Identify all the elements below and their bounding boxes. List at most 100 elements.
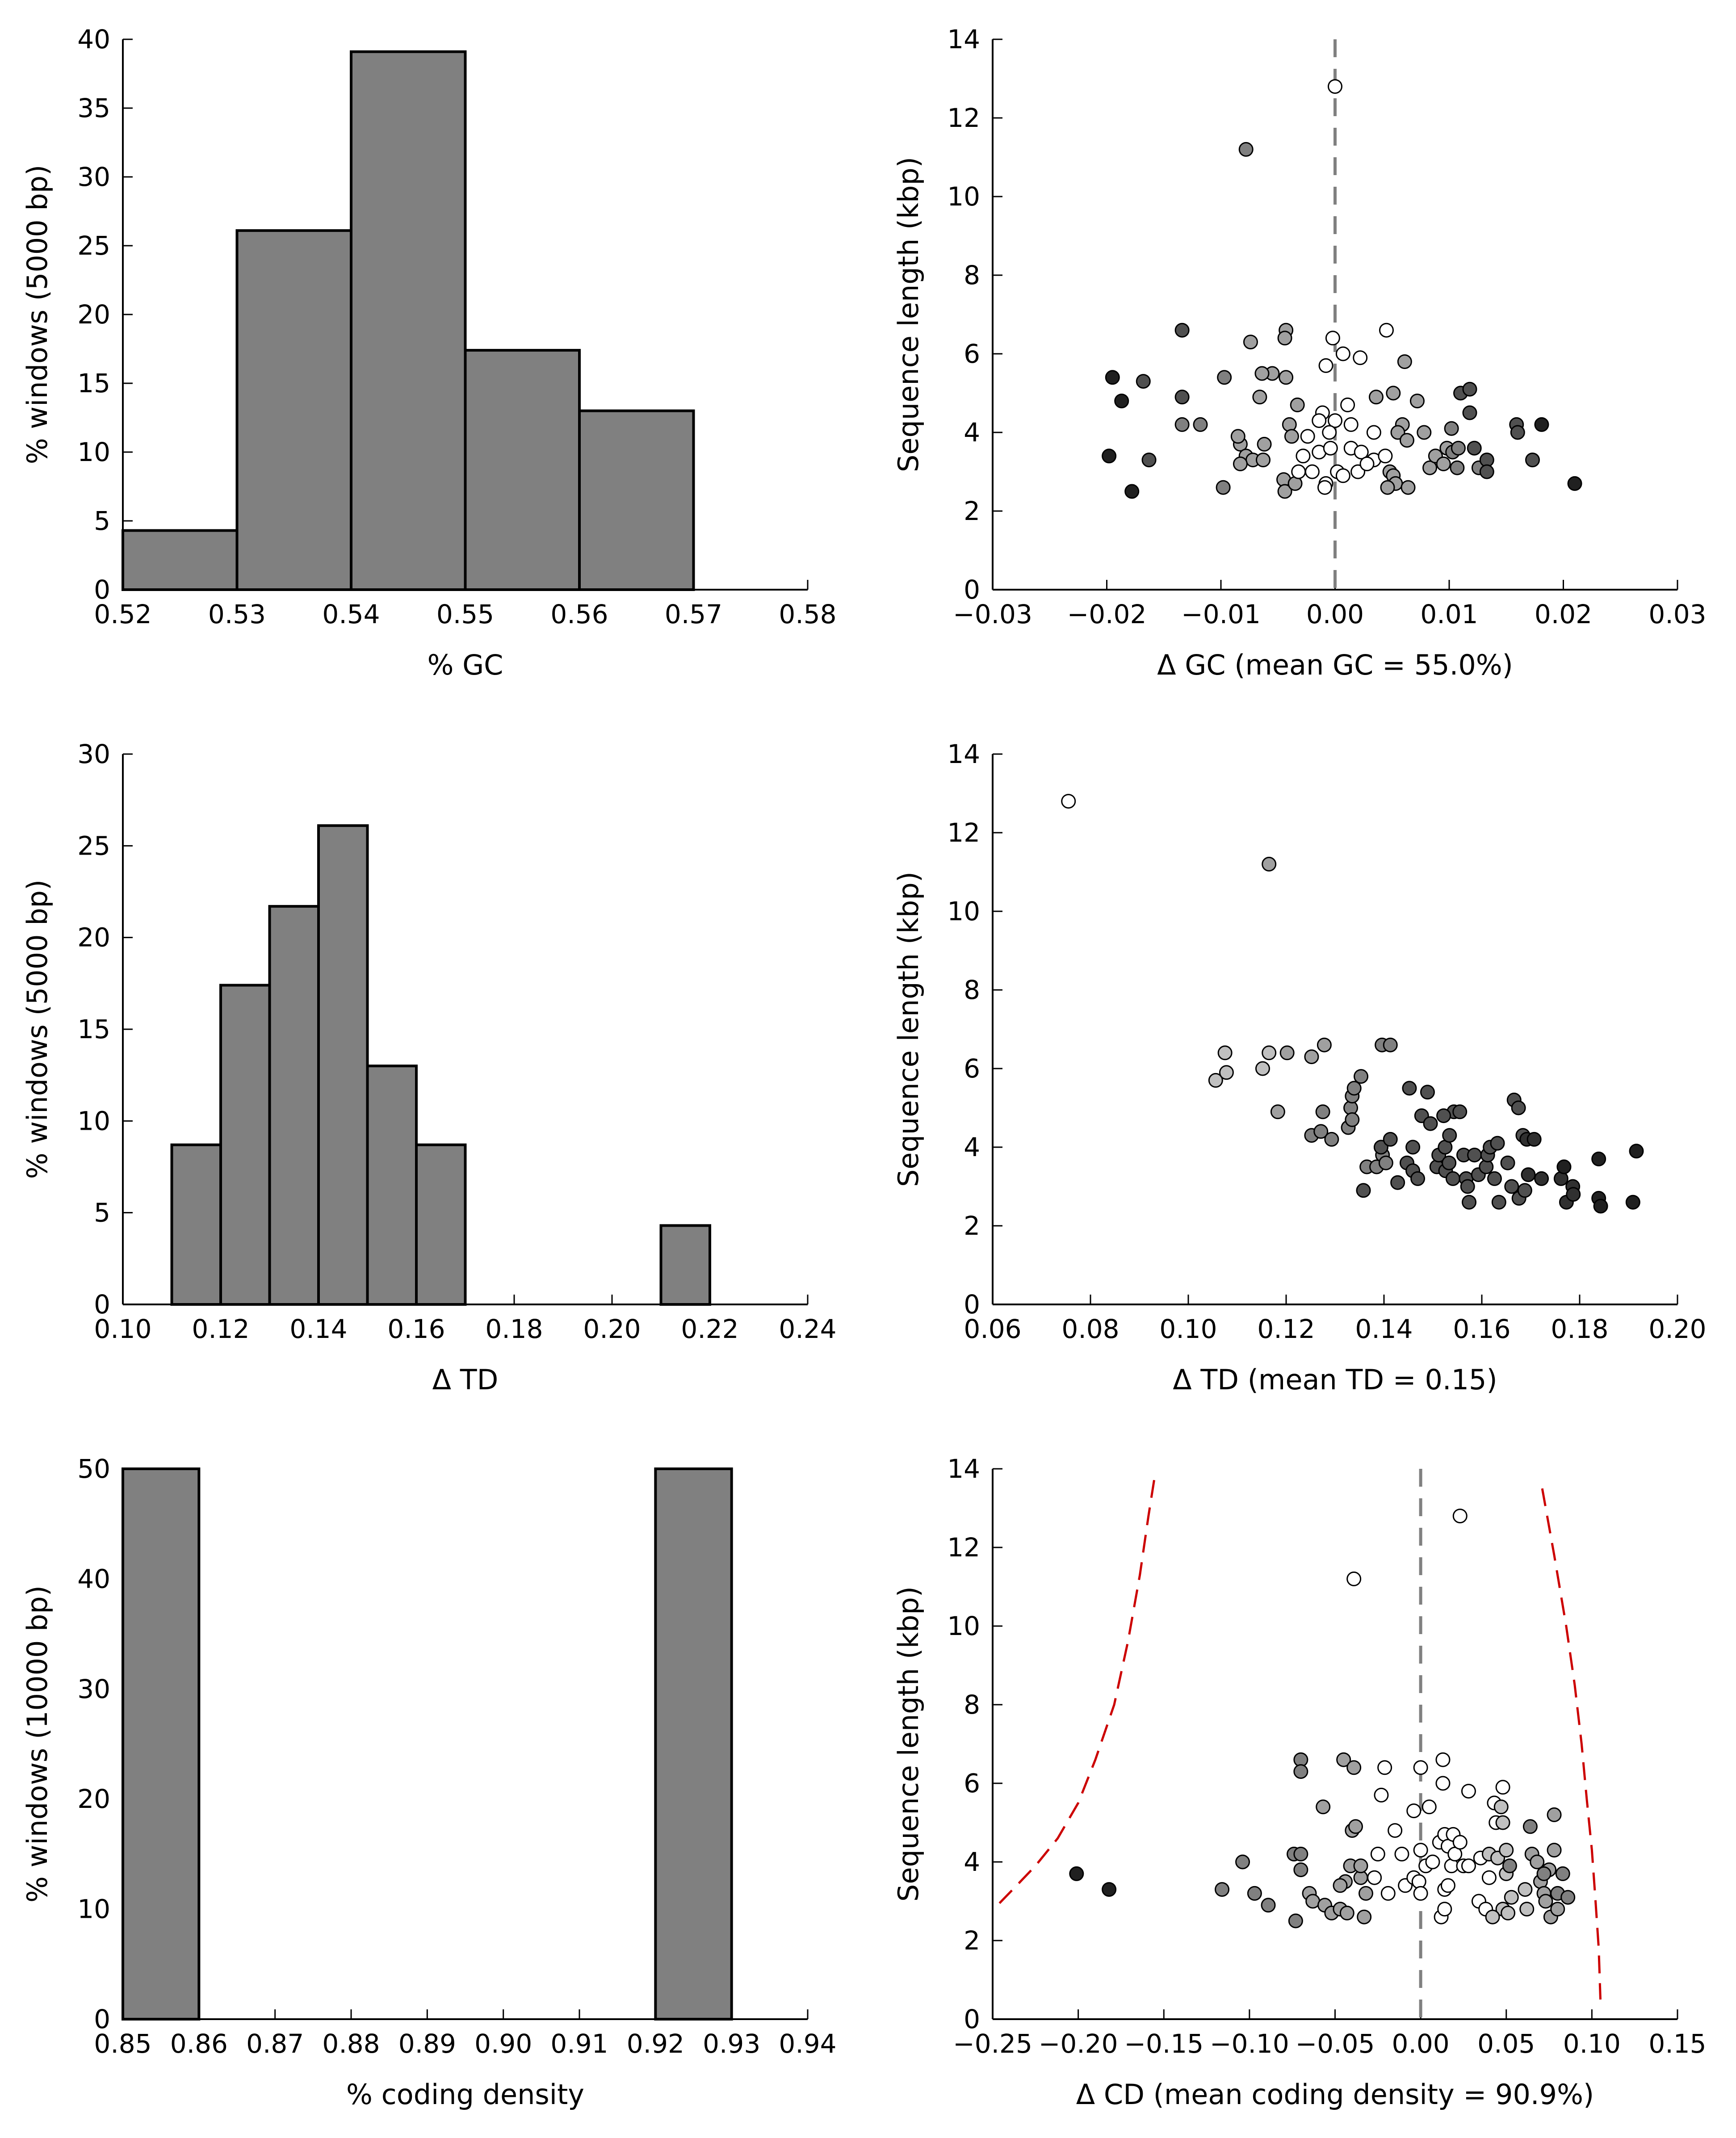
histogram-bar — [235, 229, 352, 591]
x-axis-label: Δ GC (mean GC = 55.0%) — [1157, 649, 1513, 681]
y-tick-label: 14 — [947, 739, 980, 769]
y-tick-label: 12 — [947, 103, 980, 133]
scatter-point — [1215, 1882, 1230, 1897]
scatter-point — [1423, 1116, 1438, 1131]
scatter-point — [1293, 1764, 1308, 1779]
scatter-point — [1357, 1909, 1372, 1924]
x-tick-label: 0.05 — [1477, 2029, 1535, 2059]
scatter-point — [1279, 370, 1294, 385]
x-axis-label: Δ TD — [432, 1363, 499, 1396]
scatter-point — [1467, 440, 1482, 456]
y-tick-label: 4 — [964, 1847, 980, 1877]
x-tick-label: 0.87 — [246, 2029, 304, 2059]
y-tick-label: 10 — [77, 1106, 110, 1136]
y-tick-label: 0 — [964, 574, 980, 605]
scatter-point — [1346, 1571, 1362, 1586]
scatter-point — [1461, 1858, 1476, 1874]
y-tick-label: 5 — [94, 1198, 110, 1228]
scatter-point — [1255, 1061, 1270, 1076]
y-axis-label: % windows (10000 bp) — [21, 1585, 54, 1903]
scatter-point — [1282, 417, 1297, 432]
x-tick-label: 0.56 — [550, 599, 608, 629]
scatter-point — [1413, 1760, 1428, 1775]
scatter-point — [1495, 1815, 1510, 1830]
y-tick-label: 12 — [947, 817, 980, 848]
x-tick-label: 0.85 — [94, 2029, 151, 2059]
y-tick-label: 14 — [947, 24, 980, 54]
scatter-point — [1422, 1799, 1437, 1815]
scatter-point — [1346, 1760, 1362, 1775]
y-tick-label: 2 — [964, 1925, 980, 1956]
scatter-point — [1312, 413, 1327, 428]
scatter-point — [1141, 453, 1157, 468]
scatter-point — [1368, 390, 1384, 405]
y-tick-label: 8 — [964, 975, 980, 1005]
x-tick-label: 0.86 — [170, 2029, 228, 2059]
scatter-point — [1317, 1037, 1332, 1052]
y-tick-label: 30 — [77, 1674, 110, 1704]
y-tick-label: 10 — [947, 896, 980, 926]
scatter-point — [1296, 449, 1311, 464]
y-tick-label: 30 — [77, 739, 110, 769]
scatter-point — [1402, 1081, 1417, 1096]
scatter-point — [1256, 453, 1271, 468]
x-tick-label: −0.05 — [1296, 2029, 1375, 2059]
scatter-point — [1378, 1155, 1393, 1170]
scatter-point — [1174, 390, 1190, 405]
scatter-point — [1510, 425, 1525, 440]
scatter-point — [1442, 1155, 1457, 1170]
scatter-point — [1353, 350, 1368, 365]
scatter-point — [1322, 425, 1337, 440]
x-axis-label: % GC — [428, 649, 503, 681]
scatter-point — [1383, 1037, 1398, 1052]
y-tick-label: 0 — [94, 2004, 110, 2034]
scatter-point — [1436, 456, 1451, 471]
x-tick-label: 0.93 — [703, 2029, 760, 2059]
scatter-point — [1340, 397, 1355, 412]
scatter-point — [1174, 417, 1190, 432]
scatter-point — [1374, 1787, 1389, 1803]
scatter-point — [1555, 1866, 1570, 1881]
y-tick-label: 5 — [94, 506, 110, 536]
scatter-point — [1444, 421, 1459, 436]
scatter-point — [1353, 1858, 1368, 1874]
y-tick-label: 6 — [964, 339, 980, 369]
y-tick-label: 25 — [77, 231, 110, 261]
x-tick-label: 0.15 — [1648, 2029, 1706, 2059]
y-tick-label: 50 — [77, 1454, 110, 1484]
chart-panel-6: −0.25 −0.20 −0.15 −0.10 −0.05 0.00 0.05 0.10 0.1… — [892, 1454, 1707, 2111]
scatter-point — [1521, 1167, 1536, 1182]
scatter-point — [1243, 335, 1258, 350]
scatter-point — [1501, 1905, 1516, 1920]
x-tick-label: 0.54 — [322, 599, 380, 629]
y-tick-label: 4 — [964, 417, 980, 448]
scatter-point — [1504, 1890, 1519, 1905]
scatter-point — [1124, 484, 1140, 499]
scatter-point — [1217, 370, 1232, 385]
threshold-curve-right — [1541, 1488, 1602, 2000]
chart-panel-4: 0.06 0.08 0.10 0.12 0.14 0.16 0.18 0.20 0 2 4 6 8 10 1… — [892, 739, 1707, 1396]
x-tick-label: 0.10 — [1159, 1314, 1217, 1344]
scatter-point — [1313, 1124, 1329, 1139]
scatter-point — [1359, 456, 1375, 471]
scatter-point — [1318, 358, 1333, 373]
x-tick-label: 0.92 — [627, 2029, 684, 2059]
scatter-point — [1217, 1045, 1233, 1061]
y-tick-label: 2 — [964, 496, 980, 526]
scatter-point — [1550, 1902, 1565, 1917]
x-tick-label: 0.57 — [665, 599, 722, 629]
scatter-point — [1315, 1104, 1330, 1119]
x-tick-label: −0.10 — [1210, 2029, 1289, 2059]
scatter-point — [1379, 323, 1394, 338]
scatter-point — [1422, 460, 1438, 475]
x-tick-label: 0.08 — [1061, 1314, 1119, 1344]
scatter-point — [1343, 417, 1359, 432]
scatter-point — [1061, 794, 1076, 809]
scatter-point — [1495, 1780, 1510, 1795]
scatter-point — [1493, 1799, 1509, 1815]
scatter-point — [1487, 1171, 1502, 1186]
scatter-point — [1519, 1902, 1535, 1917]
y-tick-label: 6 — [964, 1768, 980, 1798]
scatter-point — [1233, 456, 1248, 471]
